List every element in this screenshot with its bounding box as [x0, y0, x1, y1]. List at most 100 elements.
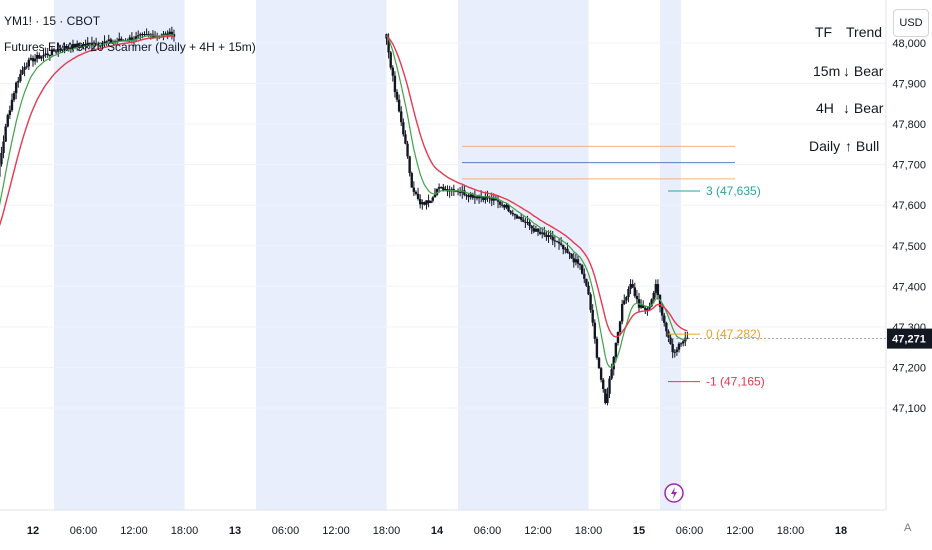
- candle-body: [488, 197, 491, 199]
- candle-body: [31, 58, 35, 62]
- lightning-glyph-icon: [671, 487, 677, 499]
- candle-body: [629, 284, 632, 289]
- price-tick-label: 47,500: [892, 241, 926, 253]
- candle-body: [402, 122, 405, 135]
- candle-body: [2, 141, 5, 153]
- candle-body: [143, 34, 146, 36]
- candle-body: [412, 187, 416, 192]
- candle-body: [490, 197, 493, 201]
- price-tick-label: 47,800: [892, 119, 926, 131]
- candle-body: [524, 221, 527, 223]
- candle-body: [669, 337, 672, 345]
- time-tick-label: 18:00: [777, 525, 805, 537]
- time-tick-label: 15: [633, 525, 645, 537]
- candle-body: [648, 306, 651, 309]
- candle-body: [170, 31, 174, 37]
- indicator-title[interactable]: Futures EMA 9×20 Scanner (Daily + 4H + 1…: [4, 40, 256, 54]
- price-tick-label: 47,700: [892, 160, 926, 172]
- candle-body: [618, 321, 622, 332]
- candle-body: [665, 322, 668, 332]
- candle-body: [604, 388, 607, 403]
- level-label: 0 (47,282): [706, 327, 761, 341]
- candle-body: [431, 197, 434, 201]
- candle-body: [130, 37, 134, 41]
- candle-body: [541, 232, 544, 234]
- candle-body: [406, 143, 409, 157]
- price-axis[interactable]: [886, 0, 932, 550]
- candle-body: [593, 322, 597, 339]
- candle-body: [414, 191, 418, 194]
- table-header-trend: Trend: [846, 24, 883, 40]
- time-tick-label: 12:00: [322, 525, 350, 537]
- candle-body: [679, 343, 683, 345]
- candle-body: [0, 164, 1, 177]
- candle-body: [57, 48, 60, 52]
- candle-body: [616, 331, 620, 343]
- candle-body: [433, 194, 437, 198]
- candle-body: [528, 222, 531, 226]
- candle-body: [153, 35, 157, 38]
- candle-body: [587, 285, 590, 295]
- candle-body: [65, 46, 68, 48]
- candle-body: [425, 200, 428, 205]
- candle-body: [507, 204, 510, 212]
- candle-body: [505, 204, 508, 208]
- candle-body: [17, 80, 20, 83]
- candle-body: [496, 200, 500, 202]
- candle-body: [118, 38, 121, 42]
- table-row-tf: 15m: [813, 63, 841, 79]
- candle-body: [78, 43, 81, 46]
- candle-body: [120, 38, 123, 41]
- current-price-tag: [887, 328, 932, 349]
- candle-body: [583, 273, 586, 279]
- time-tick-label: 14: [431, 525, 444, 537]
- lightning-icon[interactable]: [664, 483, 684, 503]
- candle-body: [435, 188, 439, 195]
- candle-body: [99, 45, 102, 47]
- candle-body: [8, 110, 12, 116]
- candle-body: [494, 198, 498, 201]
- candle-body: [477, 196, 481, 199]
- candle-body: [393, 75, 397, 92]
- candle-body: [635, 295, 639, 300]
- candle-body: [6, 115, 9, 127]
- candle-body: [498, 201, 502, 205]
- candle-body: [675, 349, 679, 352]
- candle-body: [12, 93, 16, 100]
- candle-body: [389, 52, 392, 68]
- candle-body: [660, 306, 664, 316]
- candle-body: [595, 338, 599, 358]
- candle-body: [566, 248, 569, 253]
- candle-body: [543, 232, 546, 235]
- candle-body: [10, 99, 14, 111]
- candle-body: [400, 111, 403, 123]
- auto-scale-button[interactable]: A: [904, 522, 912, 534]
- candle-body: [90, 43, 94, 46]
- candle-body: [646, 308, 649, 311]
- candle-body: [19, 74, 22, 81]
- symbol-title[interactable]: YM1! · 15 · CBOT: [4, 14, 101, 28]
- session-band: [660, 0, 682, 510]
- candle-body: [141, 34, 144, 36]
- time-tick-label: 06:00: [272, 525, 300, 537]
- candle-body: [627, 288, 630, 298]
- candle-body: [536, 228, 540, 232]
- candle-body: [88, 42, 92, 44]
- candle-body: [642, 305, 645, 309]
- candle-body: [408, 156, 411, 174]
- candle-body: [650, 299, 653, 307]
- candle-body: [585, 278, 588, 286]
- session-band: [256, 0, 387, 510]
- time-tick-label: 13: [229, 525, 241, 537]
- currency-button[interactable]: USD: [893, 9, 929, 37]
- candle-body: [686, 337, 689, 339]
- price-tick-label: 47,900: [892, 79, 926, 91]
- candle-body: [482, 197, 485, 200]
- candle-body: [437, 187, 441, 189]
- candle-body: [103, 41, 106, 44]
- candle-body: [164, 33, 167, 35]
- candle-body: [597, 357, 601, 369]
- candle-body: [25, 66, 28, 68]
